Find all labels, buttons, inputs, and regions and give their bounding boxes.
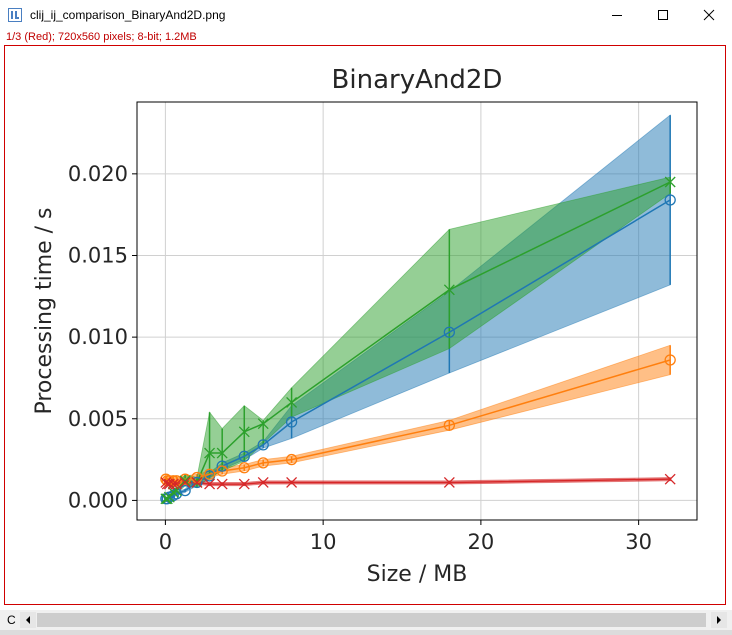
- window-titlebar[interactable]: clij_ij_comparison_BinaryAnd2D.png: [0, 0, 732, 30]
- scrollbar-thumb[interactable]: [37, 613, 706, 627]
- data-point: [664, 176, 676, 188]
- x-tick-label: 0: [159, 530, 172, 554]
- x-marker-stroke: [216, 447, 228, 459]
- x-marker-stroke: [167, 478, 179, 490]
- scroll-right-button[interactable]: [711, 612, 727, 628]
- maximize-button[interactable]: [640, 0, 686, 30]
- arrow-right-icon: [717, 616, 721, 624]
- data-point: [257, 476, 269, 488]
- close-icon: [703, 9, 715, 21]
- data-point: [664, 194, 676, 206]
- y-tick-label: 0.015: [68, 243, 128, 267]
- data-point: [238, 478, 250, 490]
- data-point: [167, 478, 179, 490]
- imagej-app-icon: [8, 8, 22, 22]
- y-tick-label: 0.010: [68, 325, 128, 349]
- minimize-button[interactable]: [594, 0, 640, 30]
- data-point: [664, 354, 676, 366]
- arrow-left-icon: [26, 616, 30, 624]
- minimize-icon: [612, 15, 622, 16]
- maximize-icon: [658, 10, 668, 20]
- data-point: [443, 284, 455, 296]
- data-point: [161, 493, 173, 505]
- data-point: [191, 476, 203, 489]
- x-marker-stroke: [443, 284, 455, 296]
- channel-label: C: [7, 613, 16, 627]
- y-tick-label: 0.005: [68, 407, 128, 431]
- x-marker-stroke: [257, 418, 269, 430]
- x-marker-stroke: [179, 475, 191, 487]
- data-point: [216, 478, 228, 490]
- scroll-left-button[interactable]: [20, 612, 36, 628]
- data-point: [443, 326, 455, 338]
- data-point: [664, 473, 676, 485]
- x-marker-stroke: [204, 447, 216, 459]
- data-point: [257, 418, 269, 430]
- x-marker-stroke: [167, 486, 179, 498]
- x-marker-stroke: [191, 476, 203, 488]
- horizontal-scrollbar[interactable]: C: [0, 610, 732, 630]
- x-marker-stroke: [216, 478, 228, 490]
- y-axis-label: Processing time / s: [32, 207, 57, 414]
- close-button[interactable]: [686, 0, 732, 30]
- image-canvas[interactable]: 0 10 20 30 0.000 0.005 0.010 0.015 0.020 BinaryA…: [4, 45, 726, 605]
- x-marker-stroke: [664, 473, 676, 485]
- image-info-line: 1/3 (Red); 720x560 pixels; 8-bit; 1.2MB: [6, 31, 197, 43]
- data-point: [216, 447, 228, 459]
- x-marker-stroke: [443, 476, 455, 488]
- window-bottom-edge: [0, 630, 732, 635]
- axes-frame: [136, 101, 698, 521]
- x-marker-stroke: [170, 478, 182, 490]
- chart: 0 10 20 30 0.000 0.005 0.010 0.015 0.020 BinaryA…: [5, 46, 725, 604]
- data-point: [179, 473, 191, 485]
- x-axis-label: Size / MB: [367, 562, 468, 587]
- data-point: [170, 478, 182, 490]
- axis-ticks: 0 10 20 30 0.000 0.005 0.010 0.015 0.020: [68, 162, 652, 554]
- data-point: [443, 419, 455, 431]
- data-point: [257, 457, 269, 469]
- data-point: [285, 453, 298, 466]
- data-point: [238, 450, 250, 462]
- data-point: [191, 476, 203, 488]
- x-tick-label: 20: [468, 530, 495, 554]
- y-tick-label: 0.000: [68, 488, 128, 512]
- data-point: [238, 462, 250, 474]
- data-point: [285, 416, 298, 428]
- x-marker-stroke: [286, 396, 298, 408]
- data-point: [179, 484, 191, 497]
- window-title: clij_ij_comparison_BinaryAnd2D.png: [30, 8, 226, 22]
- data-point: [443, 476, 455, 488]
- data-point: [179, 476, 191, 488]
- data-point: [204, 478, 216, 490]
- data-point: [204, 447, 216, 459]
- x-marker-stroke: [238, 478, 250, 490]
- data-point: [216, 460, 228, 472]
- x-marker-stroke: [204, 478, 216, 490]
- x-marker-stroke: [179, 476, 191, 488]
- data-point: [216, 465, 228, 477]
- chart-title: BinaryAnd2D: [332, 65, 503, 95]
- data-point: [286, 396, 298, 408]
- data-point: [203, 468, 216, 480]
- x-tick-label: 10: [310, 530, 337, 554]
- data-point: [167, 486, 179, 498]
- series-markers: [160, 176, 676, 505]
- x-marker-stroke: [664, 176, 676, 188]
- y-tick-label: 0.020: [68, 162, 128, 186]
- x-marker-stroke: [257, 476, 269, 488]
- x-marker-stroke: [238, 426, 250, 438]
- data-point: [238, 426, 250, 438]
- x-marker-stroke: [286, 476, 298, 488]
- x-tick-label: 30: [625, 530, 652, 554]
- data-point: [286, 476, 298, 488]
- data-point: [257, 439, 269, 451]
- data-point: [179, 475, 191, 487]
